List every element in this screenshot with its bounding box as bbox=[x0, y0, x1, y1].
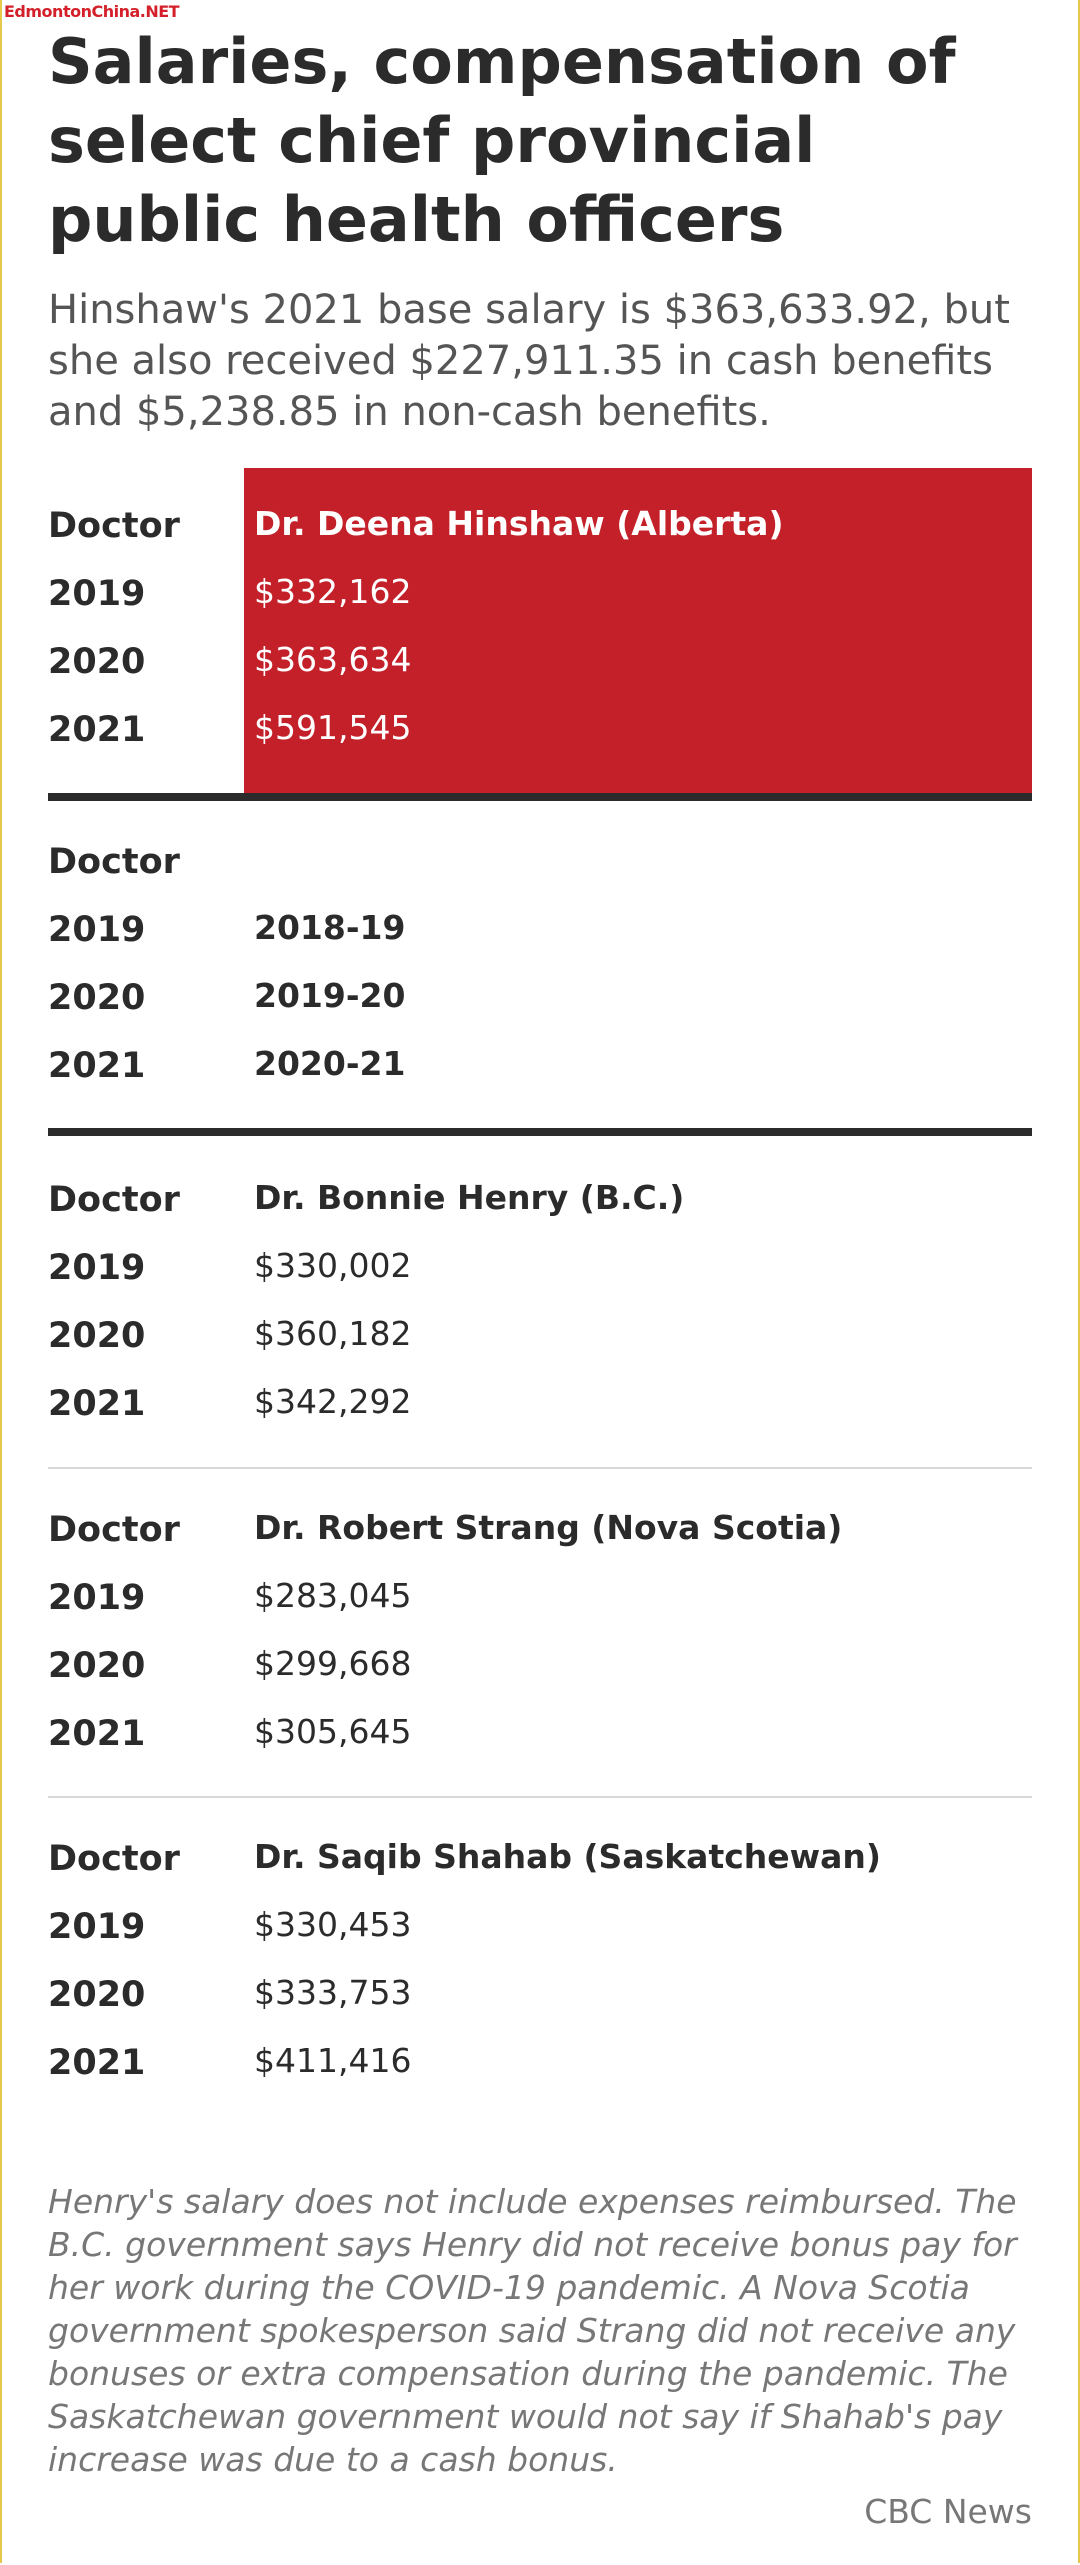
row-label-2021: 2021 bbox=[48, 1384, 146, 1424]
row-label-2020: 2020 bbox=[48, 1975, 146, 2015]
table-row: 2019 $330,002 bbox=[48, 1238, 1032, 1298]
row-label-2021: 2021 bbox=[48, 710, 146, 750]
row-label-2020: 2020 bbox=[48, 1646, 146, 1686]
value-2019: $330,002 bbox=[254, 1246, 412, 1285]
row-label-2021: 2021 bbox=[48, 2043, 146, 2083]
value-2020: $299,668 bbox=[254, 1644, 412, 1683]
value-2019: $332,162 bbox=[254, 572, 412, 611]
value-2021: $305,645 bbox=[254, 1712, 412, 1751]
table-row: 2020 2019-20 bbox=[48, 968, 1032, 1028]
page-subtitle: Hinshaw's 2021 base salary is $363,633.9… bbox=[48, 287, 1010, 435]
table-row: 2021 2020-21 bbox=[48, 1036, 1032, 1096]
value-2020: $360,182 bbox=[254, 1314, 412, 1353]
section-rule bbox=[48, 1128, 1032, 1136]
page-title: Salaries, compensation of select chief p… bbox=[48, 25, 956, 256]
value-2021: 2020-21 bbox=[254, 1044, 406, 1083]
table-row: Doctor Dr. Saqib Shahab (Saskatchewan) bbox=[48, 1829, 1032, 1889]
value-2019: 2018-19 bbox=[254, 908, 406, 947]
value-2019: $330,453 bbox=[254, 1905, 412, 1944]
row-label-2021: 2021 bbox=[48, 1714, 146, 1754]
table-row: 2019 $330,453 bbox=[48, 1897, 1032, 1957]
table-row: Doctor Dr. Deena Hinshaw (Alberta) bbox=[48, 496, 1032, 556]
table-row: Doctor bbox=[48, 832, 1032, 892]
table-divider bbox=[48, 1467, 1032, 1469]
value-2020: 2019-20 bbox=[254, 976, 406, 1015]
row-label-2020: 2020 bbox=[48, 1316, 146, 1356]
table-row: 2020 $333,753 bbox=[48, 1965, 1032, 2025]
value-2020: $333,753 bbox=[254, 1973, 412, 2012]
doctor-name: Dr. Saqib Shahab (Saskatchewan) bbox=[254, 1837, 881, 1876]
highlight-band bbox=[244, 468, 1032, 796]
footnote: Henry's salary does not include expenses… bbox=[48, 2182, 1017, 2479]
table-row: 2021 $342,292 bbox=[48, 1374, 1032, 1434]
value-2020: $363,634 bbox=[254, 640, 412, 679]
table-row: 2019 2018-19 bbox=[48, 900, 1032, 960]
table-row: 2020 $363,634 bbox=[48, 632, 1032, 692]
row-label-2019: 2019 bbox=[48, 574, 146, 614]
doctor-name: Dr. Robert Strang (Nova Scotia) bbox=[254, 1508, 843, 1547]
row-label-2019: 2019 bbox=[48, 1248, 146, 1288]
row-label-doctor: Doctor bbox=[48, 506, 180, 546]
value-2021: $342,292 bbox=[254, 1382, 412, 1421]
table-row: 2021 $591,545 bbox=[48, 700, 1032, 760]
row-label-doctor: Doctor bbox=[48, 1510, 180, 1550]
value-2021: $591,545 bbox=[254, 708, 412, 747]
row-label-2021: 2021 bbox=[48, 1046, 146, 1086]
row-label-2020: 2020 bbox=[48, 978, 146, 1018]
doctor-name: Dr. Deena Hinshaw (Alberta) bbox=[254, 504, 784, 543]
row-label-2019: 2019 bbox=[48, 1907, 146, 1947]
watermark: EdmontonChina.NET bbox=[4, 2, 180, 21]
table-row: 2021 $305,645 bbox=[48, 1704, 1032, 1764]
table-row: 2020 $360,182 bbox=[48, 1306, 1032, 1366]
row-label-doctor: Doctor bbox=[48, 1839, 180, 1879]
table-row: Doctor Dr. Robert Strang (Nova Scotia) bbox=[48, 1500, 1032, 1560]
table-row: Doctor Dr. Bonnie Henry (B.C.) bbox=[48, 1170, 1032, 1230]
table-row: 2019 $332,162 bbox=[48, 564, 1032, 624]
value-2021: $411,416 bbox=[254, 2041, 412, 2080]
source-credit: CBC News bbox=[864, 2492, 1032, 2531]
section-rule bbox=[48, 793, 1032, 801]
row-label-2019: 2019 bbox=[48, 1578, 146, 1618]
table-row: 2019 $283,045 bbox=[48, 1568, 1032, 1628]
row-label-doctor: Doctor bbox=[48, 842, 180, 882]
table-row: 2020 $299,668 bbox=[48, 1636, 1032, 1696]
row-label-doctor: Doctor bbox=[48, 1180, 180, 1220]
row-label-2019: 2019 bbox=[48, 910, 146, 950]
row-label-2020: 2020 bbox=[48, 642, 146, 682]
value-2019: $283,045 bbox=[254, 1576, 412, 1615]
doctor-name: Dr. Bonnie Henry (B.C.) bbox=[254, 1178, 685, 1217]
table-divider bbox=[48, 1796, 1032, 1798]
table-row: 2021 $411,416 bbox=[48, 2033, 1032, 2093]
